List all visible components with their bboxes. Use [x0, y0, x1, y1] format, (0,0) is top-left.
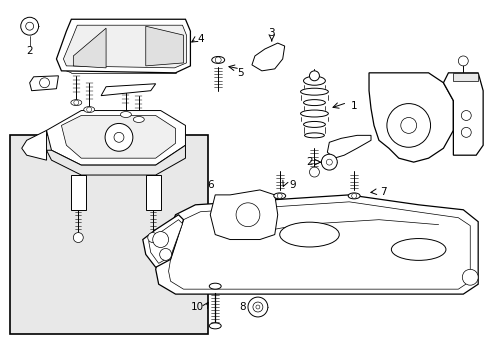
Polygon shape — [21, 130, 46, 160]
Text: 6: 6 — [206, 180, 213, 190]
Circle shape — [460, 127, 470, 137]
Bar — [10, 135, 208, 334]
Ellipse shape — [300, 88, 327, 95]
Text: 1: 1 — [350, 100, 357, 111]
Circle shape — [73, 233, 83, 243]
Circle shape — [309, 71, 319, 81]
Polygon shape — [63, 25, 186, 68]
Ellipse shape — [120, 112, 131, 117]
Circle shape — [152, 231, 168, 247]
Circle shape — [20, 17, 39, 35]
Circle shape — [74, 100, 79, 105]
Ellipse shape — [279, 222, 339, 247]
Polygon shape — [71, 175, 86, 210]
Text: 7: 7 — [380, 187, 386, 197]
Polygon shape — [61, 116, 175, 158]
Polygon shape — [142, 215, 183, 267]
Text: 3: 3 — [268, 28, 275, 38]
Circle shape — [114, 132, 123, 142]
Circle shape — [160, 248, 171, 260]
Polygon shape — [30, 76, 59, 91]
Ellipse shape — [304, 133, 324, 138]
Ellipse shape — [83, 107, 95, 113]
Circle shape — [321, 154, 337, 170]
Polygon shape — [145, 175, 161, 210]
Circle shape — [461, 269, 477, 285]
Polygon shape — [148, 220, 182, 264]
Ellipse shape — [303, 76, 325, 85]
Text: 9: 9 — [289, 180, 295, 190]
Ellipse shape — [133, 117, 144, 122]
Circle shape — [40, 78, 49, 88]
Circle shape — [105, 123, 133, 151]
Polygon shape — [101, 84, 155, 96]
Circle shape — [386, 104, 429, 147]
Ellipse shape — [209, 283, 221, 289]
Ellipse shape — [303, 121, 325, 127]
Text: 8: 8 — [239, 302, 246, 312]
Ellipse shape — [303, 100, 325, 105]
Circle shape — [460, 111, 470, 121]
Text: 2: 2 — [26, 46, 33, 56]
Ellipse shape — [273, 193, 285, 199]
Polygon shape — [145, 26, 183, 66]
Circle shape — [457, 56, 468, 66]
Ellipse shape — [211, 57, 224, 63]
Circle shape — [26, 22, 34, 30]
Polygon shape — [155, 195, 477, 294]
Circle shape — [277, 193, 282, 198]
Ellipse shape — [300, 110, 327, 117]
Circle shape — [252, 302, 263, 312]
Circle shape — [400, 117, 416, 133]
Circle shape — [215, 57, 221, 63]
Polygon shape — [46, 111, 185, 165]
Text: 10: 10 — [190, 302, 203, 312]
Ellipse shape — [71, 100, 81, 105]
Ellipse shape — [390, 239, 445, 260]
Circle shape — [247, 297, 267, 317]
Circle shape — [236, 203, 259, 227]
Polygon shape — [251, 43, 284, 71]
Circle shape — [86, 107, 92, 112]
Polygon shape — [443, 73, 482, 155]
Text: 5: 5 — [236, 68, 243, 78]
Polygon shape — [452, 73, 477, 81]
Polygon shape — [73, 28, 106, 68]
Ellipse shape — [209, 323, 221, 329]
Polygon shape — [46, 145, 185, 175]
Polygon shape — [210, 190, 277, 239]
Polygon shape — [368, 73, 452, 162]
Text: 2: 2 — [305, 157, 312, 167]
Circle shape — [325, 159, 332, 165]
Circle shape — [147, 233, 157, 243]
Polygon shape — [56, 19, 190, 73]
Text: 4: 4 — [197, 34, 203, 44]
Circle shape — [309, 167, 319, 177]
Polygon shape — [326, 135, 370, 158]
Circle shape — [255, 305, 259, 309]
Ellipse shape — [347, 193, 359, 199]
Circle shape — [351, 193, 356, 198]
